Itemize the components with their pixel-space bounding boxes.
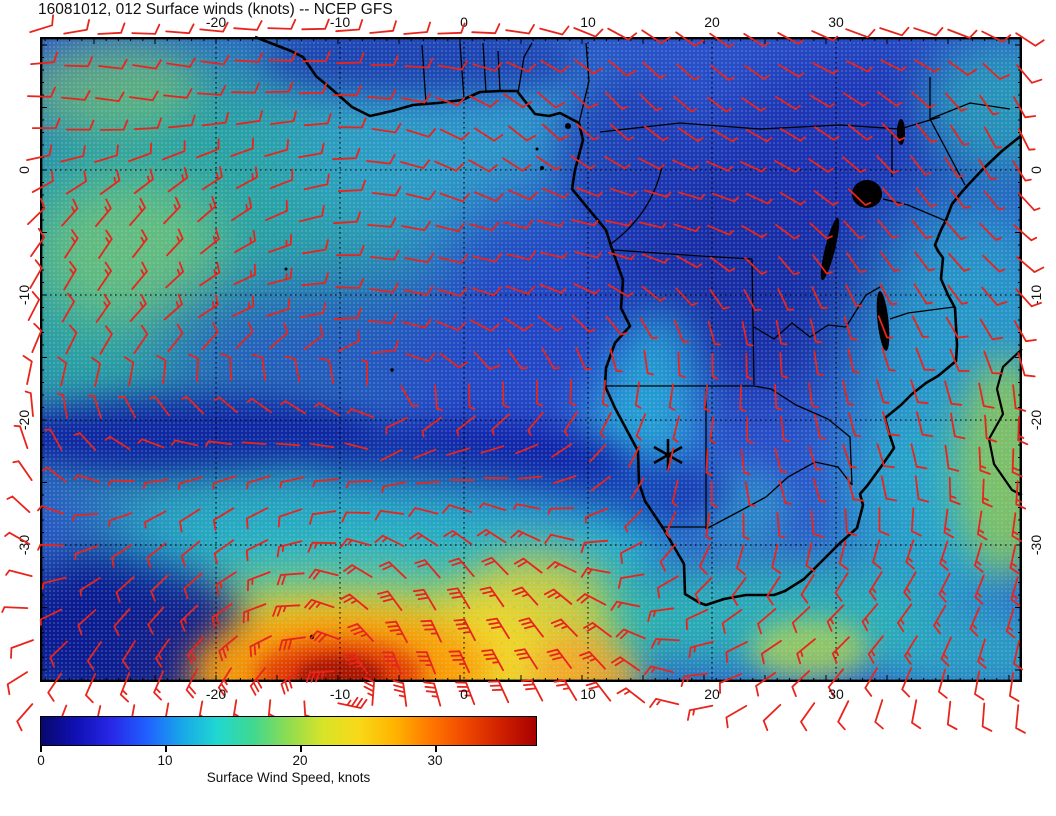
colorbar-tick xyxy=(40,746,42,752)
wind-barbs xyxy=(1,14,1045,736)
colorbar-tick xyxy=(435,746,437,752)
x-tick-top: 0 xyxy=(460,14,468,30)
y-tick-right: -10 xyxy=(1028,284,1044,306)
x-tick-bottom: 10 xyxy=(580,686,596,702)
wind-speed-field-blob xyxy=(40,177,225,327)
y-tick-right: -30 xyxy=(1028,534,1044,556)
x-tick-top: 10 xyxy=(580,14,596,30)
colorbar-tick-label: 20 xyxy=(292,753,308,768)
x-tick-bottom: 0 xyxy=(460,686,468,702)
map-plot xyxy=(1,14,1045,736)
colorbar-tick-label: 0 xyxy=(37,753,45,768)
colorbar xyxy=(40,716,537,746)
gridlines xyxy=(40,37,1022,682)
y-tick-right: 0 xyxy=(1028,166,1044,174)
x-tick-bottom: -20 xyxy=(205,686,227,702)
x-tick-top: 30 xyxy=(828,14,844,30)
y-tick-left: 0 xyxy=(16,166,32,174)
colorbar-tick xyxy=(300,746,302,752)
x-tick-bottom: 30 xyxy=(828,686,844,702)
colorbar-tick xyxy=(165,746,167,752)
x-tick-top: 20 xyxy=(704,14,720,30)
x-tick-bottom: 20 xyxy=(704,686,720,702)
colorbar-label: Surface Wind Speed, knots xyxy=(206,770,371,785)
colorbar-tick-label: 10 xyxy=(157,753,173,768)
map-overlay-svg xyxy=(1,14,1045,736)
x-tick-top: -20 xyxy=(205,14,227,30)
station-marker xyxy=(653,439,683,471)
x-tick-bottom: -10 xyxy=(329,686,351,702)
figure-title: 16081012, 012 Surface winds (knots) -- N… xyxy=(38,1,393,18)
madagascar-coastline xyxy=(987,348,1023,496)
country-borders xyxy=(421,42,1011,530)
y-tick-right: -20 xyxy=(1028,409,1044,431)
wind-speed-field-blob xyxy=(40,42,200,132)
x-tick-top: -10 xyxy=(329,14,351,30)
colorbar-tick-label: 30 xyxy=(427,753,443,768)
